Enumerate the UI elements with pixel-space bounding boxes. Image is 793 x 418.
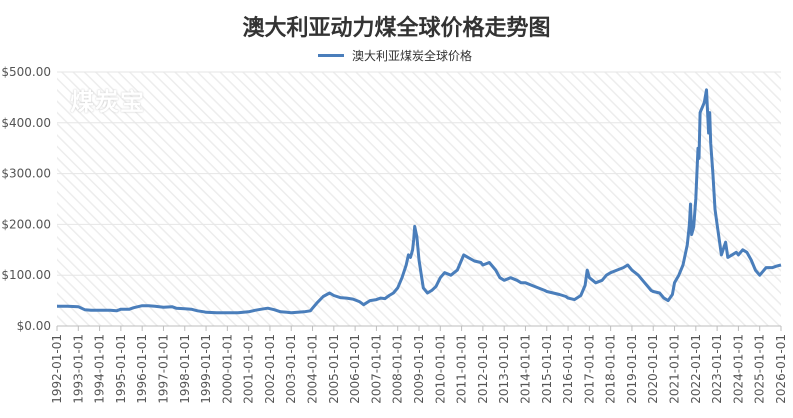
x-tick-label: 2002-01-01 (263, 334, 277, 404)
legend[interactable]: 澳大利亚煤炭全球价格 (318, 47, 472, 63)
x-tick-label: 2019-01-01 (625, 334, 639, 404)
x-tick-label: 1998-01-01 (178, 334, 192, 404)
x-tick-label: 2012-01-01 (476, 334, 490, 404)
watermark-logo: 煤炭宝 (70, 88, 145, 116)
x-tick-label: 2000-01-01 (220, 334, 234, 404)
chart-title: 澳大利亚动力煤全球价格走势图 (242, 16, 551, 41)
x-tick-label: 2013-01-01 (497, 334, 511, 404)
x-tick-label: 1994-01-01 (93, 334, 107, 404)
x-tick-label: 2016-01-01 (561, 334, 575, 404)
x-tick-label: 2022-01-01 (689, 334, 703, 404)
y-tick-label: $300.00 (1, 167, 51, 181)
x-tick-label: 2008-01-01 (391, 334, 405, 404)
x-tick-label: 2018-01-01 (604, 334, 618, 404)
y-axis-ticks: $0.00 $100.00 $200.00 $300.00 $400.00 $500.00 (1, 65, 51, 333)
x-tick-label: 2009-01-01 (412, 334, 426, 404)
x-tick-label: 2026-01-01 (774, 334, 788, 404)
plot-background (57, 72, 781, 326)
y-tick-label: $0.00 (17, 319, 51, 333)
y-tick-label: $200.00 (1, 217, 51, 231)
x-tick-label: 1997-01-01 (156, 334, 170, 404)
x-tick-label: 1996-01-01 (135, 334, 149, 404)
x-tick-label: 2003-01-01 (284, 334, 298, 404)
x-tick-label: 1999-01-01 (199, 334, 213, 404)
x-tick-label: 2024-01-01 (731, 334, 745, 404)
y-tick-label: $500.00 (1, 65, 51, 79)
legend-swatch (318, 53, 344, 57)
x-tick-label: 2006-01-01 (348, 334, 362, 404)
x-tick-label: 1992-01-01 (50, 334, 64, 404)
x-tick-label: 2007-01-01 (369, 334, 383, 404)
y-tick-label: $100.00 (1, 268, 51, 282)
x-tick-label: 2015-01-01 (540, 334, 554, 404)
x-tick-label: 2021-01-01 (668, 334, 682, 404)
x-tick-label: 2010-01-01 (433, 334, 447, 404)
x-tick-label: 1993-01-01 (71, 334, 85, 404)
x-tick-label: 2004-01-01 (306, 334, 320, 404)
x-tick-label: 1995-01-01 (114, 334, 128, 404)
series-line (57, 88, 782, 315)
x-tick-label: 2011-01-01 (455, 334, 469, 404)
x-tick-label: 2014-01-01 (518, 334, 532, 404)
x-tick-label: 2017-01-01 (582, 334, 596, 404)
legend-label: 澳大利亚煤炭全球价格 (352, 48, 473, 63)
x-tick-label: 2023-01-01 (710, 334, 724, 404)
x-tick-label: 2005-01-01 (327, 334, 341, 404)
y-tick-label: $400.00 (1, 116, 51, 130)
x-tick-label: 2020-01-01 (646, 334, 660, 404)
x-axis-ticks: 1992-01-01 1993-01-01 1994-01-01 1995-01-01… (50, 326, 788, 404)
x-tick-label: 2001-01-01 (242, 334, 256, 404)
x-tick-label: 2025-01-01 (753, 334, 767, 404)
